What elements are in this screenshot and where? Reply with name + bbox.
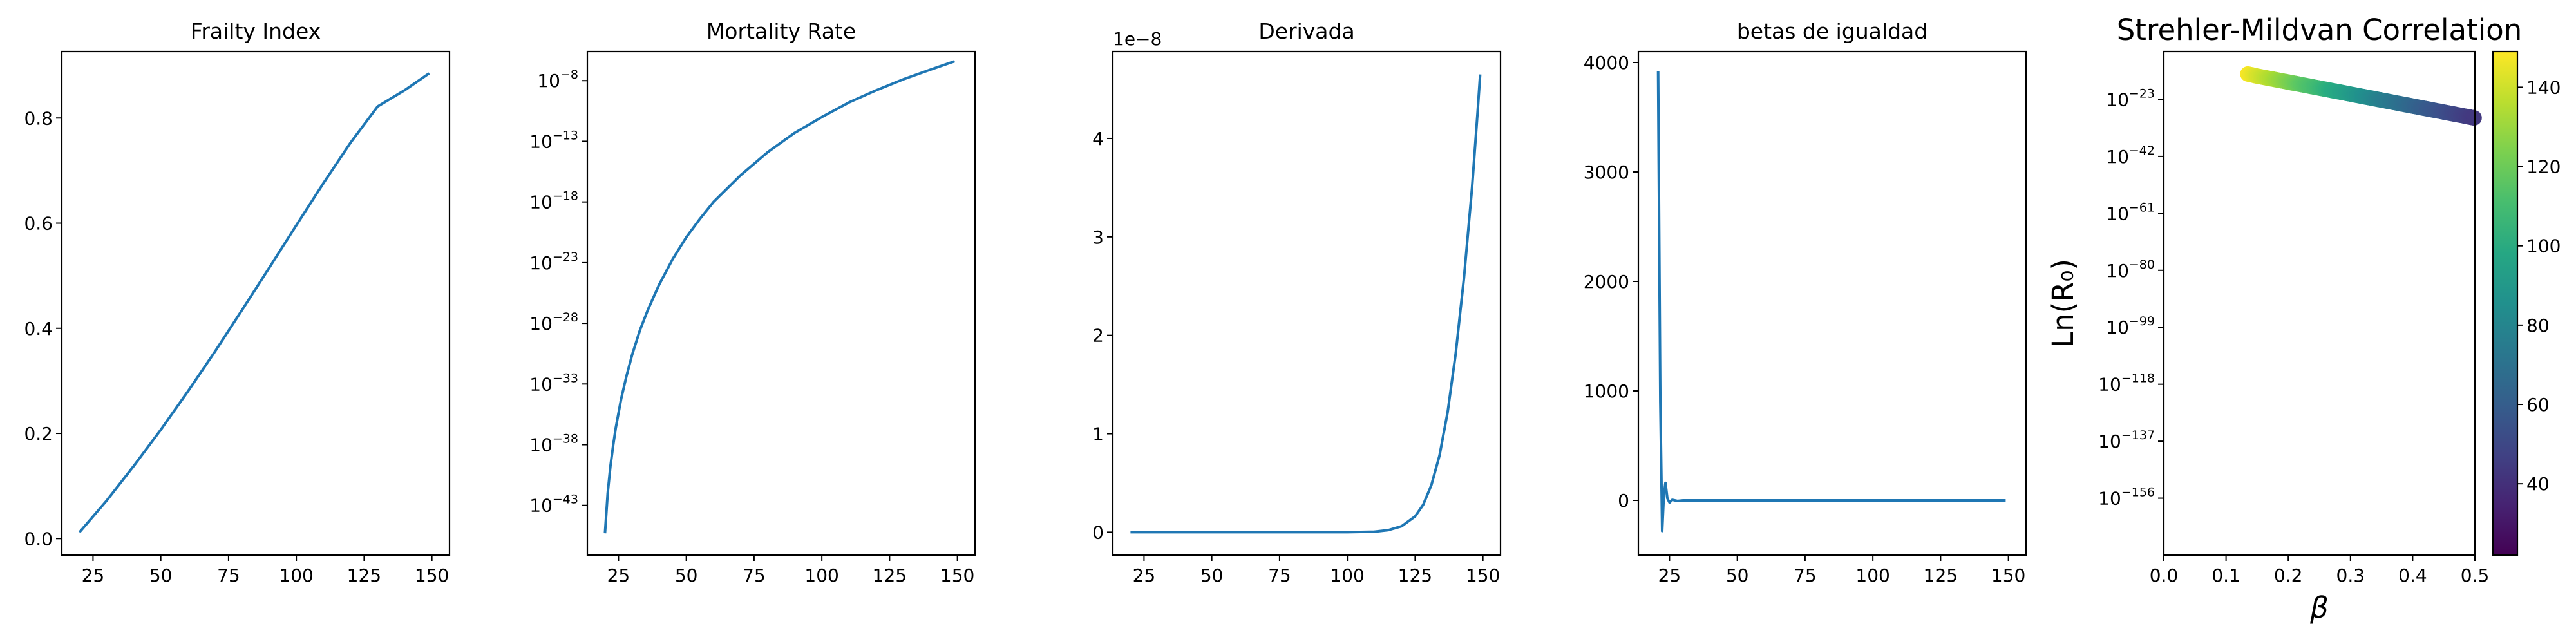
mortality-rate-panel: Mortality Rate 25 50 75 100 125 150 10−43 10−38 1… [529,19,976,586]
y-axis-label: Ln(R₀) [2046,259,2080,348]
y-tick-label: 10−8 [537,68,578,91]
y-tick-label: 4 [1092,128,1104,149]
plot-frame [586,50,976,556]
y-tick-label: 0.4 [24,318,53,339]
colorbar-tick-label: 120 [2526,156,2561,178]
x-tick-label: 0.3 [2336,565,2365,586]
x-tick-label: 75 [217,565,240,586]
y-tick-label: 0.6 [24,213,53,234]
y-tick-label: 1 [1092,424,1104,445]
colorbar-frame [2492,50,2519,556]
x-axis-label: β [2309,591,2329,625]
y-tick-label: 0 [1092,522,1104,543]
y-tick-label: 10−42 [2106,144,2155,167]
x-tick-label: 125 [347,565,381,586]
x-tick-label: 50 [149,565,173,586]
x-tick-label: 75 [743,565,766,586]
colorbar-tick-label: 100 [2526,236,2561,257]
colorbar-tick-label: 140 [2526,77,2561,98]
strehler-mildvan-panel: Strehler-Mildvan Correlation 0.0 0.1 0.2 0.3… [2046,13,2522,625]
series-line [1130,74,1482,534]
y-tick-label: 3 [1092,227,1104,248]
scatter-point [2466,110,2482,126]
y-tick-label: 10−118 [2098,372,2155,395]
plot-frame [1637,50,2027,556]
x-tick-label: 50 [1200,565,1224,586]
x-tick-label: 25 [1658,565,1681,586]
y-tick-label: 3000 [1584,162,1629,183]
colorbar-tick-label: 60 [2526,394,2550,415]
x-tick-label: 150 [940,565,974,586]
series-line [1656,71,2006,533]
series-line [78,72,430,533]
x-tick-label: 75 [1268,565,1291,586]
y-tick-label: 10−33 [529,371,578,395]
x-tick-label: 125 [1924,565,1958,586]
x-tick-label: 0.1 [2211,565,2240,586]
y-tick-label: 10−80 [2106,258,2155,281]
y-tick-label: 4000 [1584,52,1629,73]
x-tick-label: 100 [804,565,838,586]
plot-frame [1112,50,1502,556]
y-tick-label: 0.8 [24,108,53,129]
x-tick-label: 0.0 [2150,565,2179,586]
x-tick-label: 0.2 [2274,565,2303,586]
y-tick-label: 10−28 [529,310,578,334]
chart-title: Strehler-Mildvan Correlation [2117,13,2523,47]
plot-frame [2163,50,2476,556]
y-tick-label: 10−156 [2098,486,2155,509]
plot-frame [61,50,451,556]
x-tick-label: 0.5 [2461,565,2490,586]
y-tick-label: 10−43 [529,493,578,516]
chart-title: betas de igualdad [1737,19,1927,44]
x-tick-label: 25 [82,565,105,586]
x-tick-label: 100 [279,565,313,586]
x-tick-label: 100 [1855,565,1889,586]
scatter-points [2240,66,2482,126]
derivada-panel: Derivada 1e−8 25 50 75 100 125 150 0 1 2 3 4 [1092,19,1502,586]
x-tick-label: 125 [1398,565,1432,586]
chart-title: Mortality Rate [706,19,856,44]
y-tick-label: 1000 [1584,381,1629,402]
x-tick-label: 150 [1466,565,1500,586]
series-line [603,60,956,534]
x-tick-label: 75 [1794,565,1817,586]
x-tick-label: 150 [1991,565,2025,586]
x-tick-label: 50 [1726,565,1749,586]
colorbar-tick-label: 80 [2526,315,2550,336]
y-tick-label: 10−23 [2106,86,2155,110]
y-tick-label: 2000 [1584,271,1629,292]
axis-offset-text: 1e−8 [1113,28,1162,50]
chart-title: Frailty Index [191,19,321,44]
y-tick-label: 10−23 [529,250,578,274]
y-tick-label: 0 [1618,490,1629,511]
y-tick-label: 10−18 [529,189,578,213]
y-tick-label: 10−99 [2106,314,2155,338]
colorbar-tick-label: 40 [2526,473,2550,495]
colorbar-fill [2493,52,2517,555]
y-tick-label: 0.2 [24,423,53,444]
y-tick-label: 10−13 [529,128,578,152]
colorbar: 40 60 80 100 120 140 [2492,50,2561,556]
y-tick-label: 10−38 [529,432,578,456]
x-tick-label: 150 [415,565,449,586]
y-tick-label: 10−137 [2098,428,2155,452]
x-tick-label: 25 [607,565,630,586]
x-tick-label: 25 [1133,565,1156,586]
x-tick-label: 100 [1330,565,1364,586]
frailty-index-panel: Frailty Index 25 50 75 100 125 150 0.0 0.2 0.4 0.6… [24,19,451,586]
x-tick-label: 50 [675,565,698,586]
y-tick-label: 10−61 [2106,200,2155,224]
chart-title: Derivada [1258,19,1354,44]
betas-de-igualdad-panel: betas de igualdad 25 50 75 100 125 150 0 1000 200… [1584,19,2027,586]
y-tick-label: 0.0 [24,528,53,549]
y-tick-label: 2 [1092,325,1104,346]
x-tick-label: 0.4 [2398,565,2427,586]
x-tick-label: 125 [873,565,907,586]
